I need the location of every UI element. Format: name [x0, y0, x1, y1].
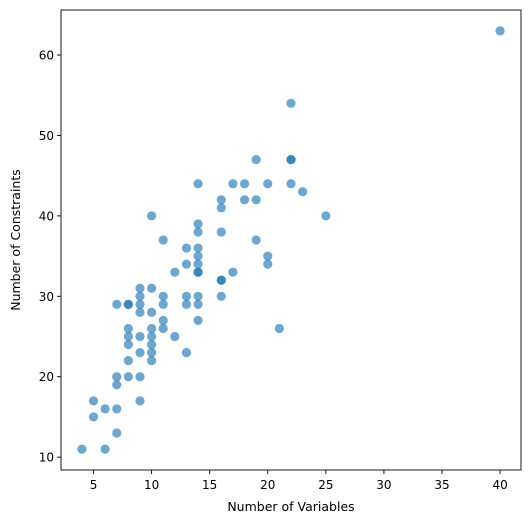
- data-point: [112, 299, 122, 309]
- data-point: [216, 203, 226, 213]
- data-point: [135, 372, 145, 382]
- data-point: [193, 179, 203, 189]
- x-tick-label: 15: [202, 478, 217, 492]
- data-point: [123, 299, 133, 309]
- data-point: [147, 339, 157, 350]
- data-point: [263, 179, 273, 189]
- data-point: [123, 331, 133, 342]
- y-tick-label: 10: [39, 451, 54, 465]
- data-point: [228, 267, 238, 277]
- data-point: [135, 299, 145, 309]
- data-point: [112, 372, 122, 382]
- axes-frame: [60, 9, 522, 471]
- data-point: [123, 356, 133, 366]
- data-point: [216, 275, 226, 285]
- data-point: [112, 380, 122, 390]
- data-point: [216, 291, 226, 301]
- data-point: [123, 339, 133, 350]
- data-point: [181, 347, 192, 358]
- data-point: [193, 259, 203, 269]
- data-point: [251, 195, 261, 205]
- data-point: [321, 211, 331, 221]
- x-tick-label: 5: [90, 478, 98, 492]
- data-point: [158, 323, 168, 334]
- data-point: [147, 356, 157, 366]
- x-tick-label: 35: [434, 478, 449, 492]
- data-point: [170, 331, 180, 342]
- data-point: [100, 404, 110, 414]
- data-point: [112, 428, 122, 438]
- data-point: [123, 323, 133, 334]
- data-point: [135, 283, 145, 293]
- y-tick-label: 20: [39, 370, 54, 384]
- data-point: [123, 372, 133, 382]
- y-axis-label: Number of Constraints: [8, 169, 23, 311]
- data-point: [147, 307, 157, 317]
- y-tick-label: 40: [39, 209, 54, 223]
- data-point: [135, 291, 145, 301]
- data-point: [239, 179, 250, 189]
- y-axis-ticks: 10 20 30 40 50 60: [39, 49, 61, 465]
- x-tick-label: 20: [260, 478, 275, 492]
- data-point: [263, 259, 273, 269]
- data-point: [181, 259, 192, 269]
- data-point: [193, 251, 203, 261]
- data-point: [228, 179, 238, 189]
- data-point: [147, 323, 157, 334]
- data-point: [158, 315, 168, 326]
- axes-background: [61, 10, 521, 470]
- data-point: [193, 219, 203, 229]
- data-point: [135, 347, 145, 358]
- data-point: [181, 299, 192, 309]
- data-point: [193, 267, 203, 277]
- data-point: [193, 227, 203, 237]
- data-point: [135, 396, 145, 406]
- data-point: [286, 179, 296, 189]
- plot-area: [60, 9, 522, 471]
- y-tick-label: 50: [39, 129, 54, 143]
- data-point: [147, 331, 157, 342]
- x-tick-label: 30: [376, 478, 391, 492]
- data-point: [239, 195, 250, 205]
- points-layer: [77, 26, 505, 454]
- x-tick-label: 25: [318, 478, 333, 492]
- data-point: [100, 444, 110, 454]
- data-point: [147, 347, 157, 358]
- data-point: [135, 307, 145, 317]
- data-point: [216, 195, 226, 205]
- data-point: [181, 291, 192, 301]
- data-point: [251, 235, 261, 245]
- data-point: [158, 235, 168, 245]
- data-point: [88, 396, 99, 406]
- data-point: [147, 283, 157, 293]
- y-tick-label: 30: [39, 290, 54, 304]
- data-point: [298, 187, 308, 197]
- data-point: [88, 412, 99, 422]
- data-point: [147, 211, 157, 221]
- data-point: [216, 227, 226, 237]
- data-point: [193, 315, 203, 326]
- data-point: [286, 98, 296, 108]
- y-tick-label: 60: [39, 49, 54, 63]
- data-point: [274, 323, 284, 334]
- data-point: [193, 291, 203, 301]
- x-tick-label: 40: [492, 478, 507, 492]
- data-point: [158, 291, 168, 301]
- x-axis-ticks: 5 10 15 20 25 30 35 40: [90, 470, 508, 492]
- data-point: [286, 154, 296, 165]
- data-point: [193, 299, 203, 309]
- x-axis-label: Number of Variables: [227, 499, 354, 514]
- data-point: [135, 331, 145, 342]
- x-tick-label: 10: [144, 478, 159, 492]
- data-point: [170, 267, 180, 277]
- data-point: [112, 404, 122, 414]
- data-point: [158, 299, 168, 309]
- data-point: [263, 251, 273, 261]
- data-point: [193, 243, 203, 253]
- data-point: [251, 154, 261, 165]
- data-point: [181, 243, 192, 253]
- data-point: [495, 26, 505, 36]
- data-point: [77, 444, 87, 454]
